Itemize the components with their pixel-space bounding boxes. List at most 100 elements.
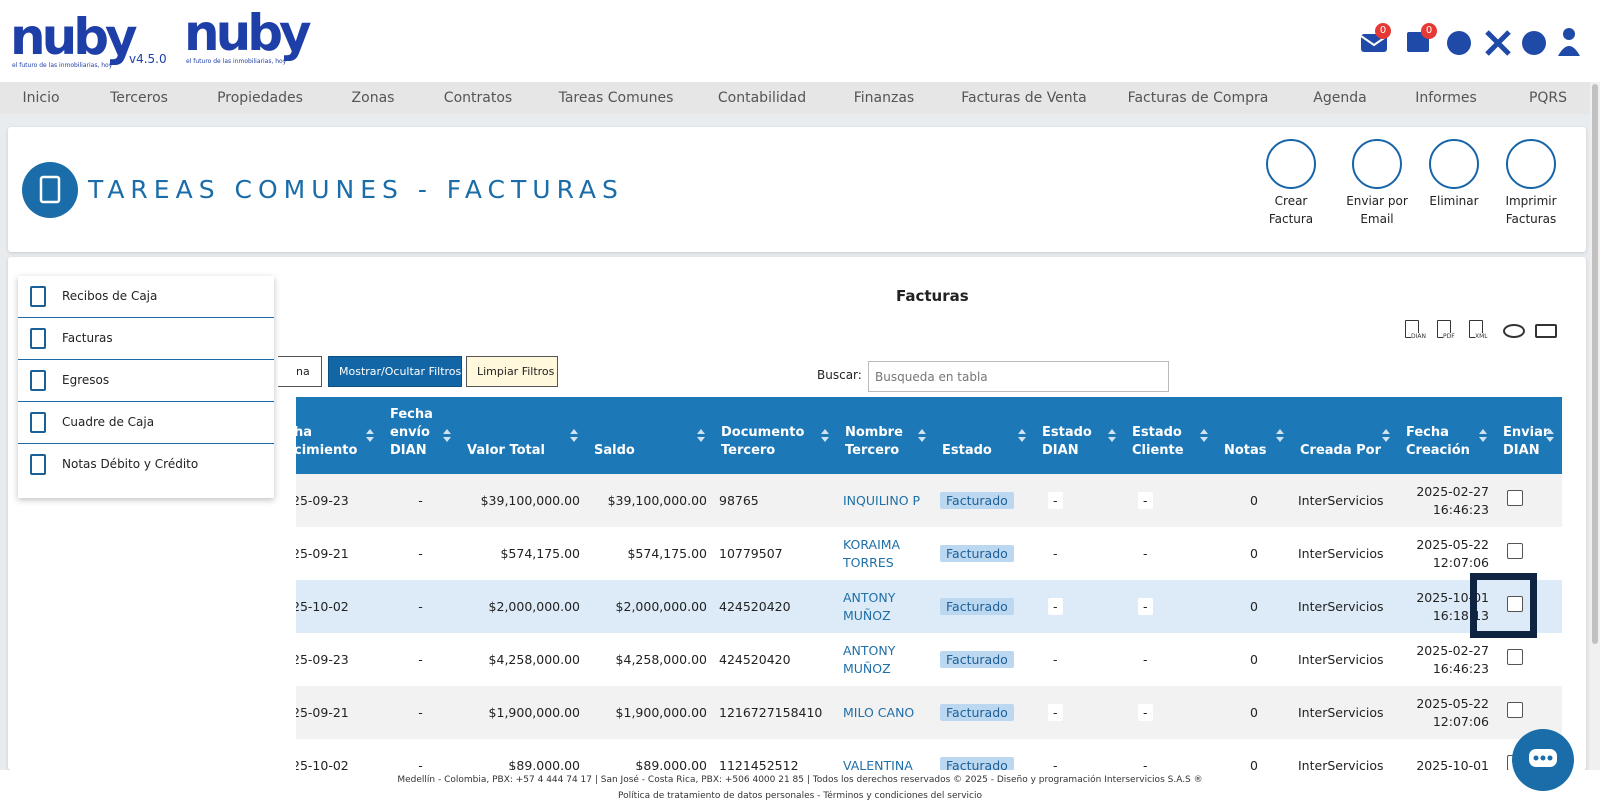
table-cell: MILO CANO bbox=[837, 686, 934, 739]
nav-item[interactable]: Agenda bbox=[1313, 90, 1367, 106]
status-badge: Facturado bbox=[940, 544, 1014, 562]
sidebar-item[interactable]: Facturas bbox=[18, 318, 274, 360]
footer-line: Medellín - Colombia, PBX: +57 4 444 74 1… bbox=[397, 775, 1203, 785]
filter-button[interactable]: Limpiar Filtros bbox=[466, 356, 558, 387]
table-cell: 25-10-02 bbox=[296, 580, 382, 633]
table-cell: ANTONY MUÑOZ bbox=[837, 580, 934, 633]
row-checkbox[interactable] bbox=[1507, 596, 1523, 612]
column-header[interactable]: Estado Cliente bbox=[1124, 397, 1216, 474]
column-header[interactable]: Estado bbox=[934, 397, 1034, 474]
table-cell: $574,175.00 bbox=[500, 545, 580, 561]
action-label[interactable]: Eliminar bbox=[1429, 194, 1479, 208]
nav-item[interactable]: Terceros bbox=[110, 90, 168, 106]
column-header[interactable]: ha cimiento bbox=[296, 397, 382, 474]
table-cell: 25-09-21 bbox=[296, 686, 382, 739]
status-badge: - bbox=[1138, 703, 1153, 721]
footer-line[interactable]: Política de tratamiento de datos persona… bbox=[618, 791, 982, 801]
tercero-link[interactable]: ANTONY MUÑOZ bbox=[843, 642, 896, 676]
search-label: Buscar: bbox=[817, 368, 862, 382]
status-badge: - bbox=[1138, 756, 1153, 770]
status-badge: - bbox=[1048, 544, 1063, 562]
column-header[interactable]: Fecha Creación bbox=[1398, 397, 1495, 474]
export-label: XML bbox=[1475, 333, 1488, 340]
column-header[interactable]: Nombre Tercero bbox=[837, 397, 934, 474]
nav-item[interactable]: Facturas de Compra bbox=[1127, 90, 1269, 106]
action-icon[interactable] bbox=[1266, 139, 1316, 189]
table-cell: 10779507 bbox=[719, 545, 783, 561]
status-badge: - bbox=[1048, 597, 1063, 615]
column-header[interactable]: Fecha envío DIAN bbox=[382, 397, 459, 474]
column-header[interactable]: Estado DIAN bbox=[1034, 397, 1124, 474]
view-icon[interactable] bbox=[1503, 324, 1525, 338]
column-header[interactable]: Creada Por bbox=[1292, 397, 1398, 474]
column-header[interactable]: Documento Tercero bbox=[713, 397, 837, 474]
tercero-link[interactable]: VALENTINA bbox=[843, 757, 913, 771]
table-cell: 1121452512 bbox=[719, 757, 799, 771]
nav-item[interactable]: Propiedades bbox=[217, 90, 303, 106]
table-row: 25-09-23 - $4,258,000.00 $4,258,000.00 42452… bbox=[296, 633, 1562, 686]
tercero-link[interactable]: ANTONY MUÑOZ bbox=[843, 589, 896, 623]
column-header[interactable]: Notas bbox=[1216, 397, 1292, 474]
row-checkbox[interactable] bbox=[1507, 702, 1523, 718]
tercero-link[interactable]: MILO CANO bbox=[843, 704, 915, 720]
row-checkbox[interactable] bbox=[1507, 490, 1523, 506]
send-icon[interactable] bbox=[1535, 324, 1557, 338]
sidebar-item[interactable]: Recibos de Caja bbox=[18, 276, 274, 318]
table-cell: - bbox=[1124, 527, 1216, 580]
table-cell: 424520420 bbox=[719, 651, 791, 667]
table-cell: Facturado bbox=[934, 474, 1034, 527]
filter-button[interactable]: Mostrar/Ocultar Filtros bbox=[328, 356, 462, 387]
status-badge: - bbox=[1138, 544, 1153, 562]
sidebar-item[interactable]: Egresos bbox=[18, 360, 274, 402]
nav-item[interactable]: Contratos bbox=[443, 90, 513, 106]
chat-button[interactable] bbox=[1512, 729, 1574, 791]
row-checkbox[interactable] bbox=[1507, 543, 1523, 559]
sidebar-item[interactable]: Notas Débito y Crédito bbox=[18, 444, 274, 486]
table-cell: KORAIMA TORRES bbox=[837, 527, 934, 580]
search-input[interactable]: Busqueda en tabla bbox=[868, 361, 1169, 392]
nav-item[interactable]: Zonas bbox=[351, 90, 395, 106]
table-cell: - bbox=[1124, 686, 1216, 739]
nav-item[interactable]: Informes bbox=[1415, 90, 1477, 106]
tagline: el futuro de las inmobiliarias, hoy bbox=[186, 58, 287, 65]
sidebar-icon bbox=[30, 412, 46, 433]
table-cell: Facturado bbox=[934, 580, 1034, 633]
sidebar-icon bbox=[30, 328, 46, 349]
action-icon[interactable] bbox=[1429, 139, 1479, 189]
table-row: 25-10-02- $2,000,000.00 $2,000,000.00 42452… bbox=[296, 580, 1562, 633]
tercero-link[interactable]: KORAIMA TORRES bbox=[843, 536, 901, 570]
nav-item[interactable]: Inicio bbox=[22, 90, 60, 106]
column-header[interactable]: Saldo bbox=[586, 397, 713, 474]
checkbox-cell bbox=[1495, 474, 1562, 527]
row-checkbox[interactable] bbox=[1507, 649, 1523, 665]
action-label[interactable]: Crear Factura bbox=[1268, 194, 1314, 226]
table-cell: $4,258,000.00 bbox=[488, 651, 580, 667]
top-bar: nuby el futuro de las inmobiliarias, hoy… bbox=[0, 0, 1600, 82]
sidebar-item[interactable]: Cuadre de Caja bbox=[18, 402, 274, 444]
nav-item[interactable]: Finanzas bbox=[853, 90, 915, 106]
action-icon[interactable] bbox=[1506, 139, 1556, 189]
column-header[interactable]: Valor Total bbox=[459, 397, 586, 474]
nav-item[interactable]: Tareas Comunes bbox=[558, 90, 674, 106]
action-label[interactable]: Enviar por Email bbox=[1346, 194, 1408, 226]
table-cell: $39,100,000.00 bbox=[586, 474, 713, 527]
tagline: el futuro de las inmobiliarias, hoy bbox=[12, 62, 113, 69]
nav-item[interactable]: Facturas de Venta bbox=[961, 90, 1087, 106]
action-label[interactable]: Imprimir Facturas bbox=[1505, 194, 1557, 226]
export-label: DIAN bbox=[1411, 333, 1426, 340]
table-cell: $1,900,000.00 bbox=[459, 686, 586, 739]
column-header[interactable]: Enviar DIAN bbox=[1495, 397, 1562, 474]
nav-item[interactable]: PQRS bbox=[1528, 90, 1568, 106]
table-cell: 25-09-21 bbox=[296, 545, 349, 561]
table-cell: $39,100,000.00 bbox=[459, 474, 586, 527]
filter-button[interactable]: na bbox=[278, 356, 322, 387]
action-icon[interactable] bbox=[1352, 139, 1402, 189]
table-cell: $4,258,000.00 bbox=[615, 651, 707, 667]
tercero-link[interactable]: INQUILINO P bbox=[843, 492, 921, 508]
table-row: 25-10-02 - $89,000.00 $89,000.00 1121452512 V… bbox=[296, 739, 1562, 770]
table-cell: - bbox=[1124, 580, 1216, 633]
nav-item[interactable]: Contabilidad bbox=[717, 90, 807, 106]
table-cell: - bbox=[382, 474, 459, 527]
table-cell: InterServicios bbox=[1292, 686, 1398, 739]
export-label: PDF bbox=[1443, 333, 1455, 340]
